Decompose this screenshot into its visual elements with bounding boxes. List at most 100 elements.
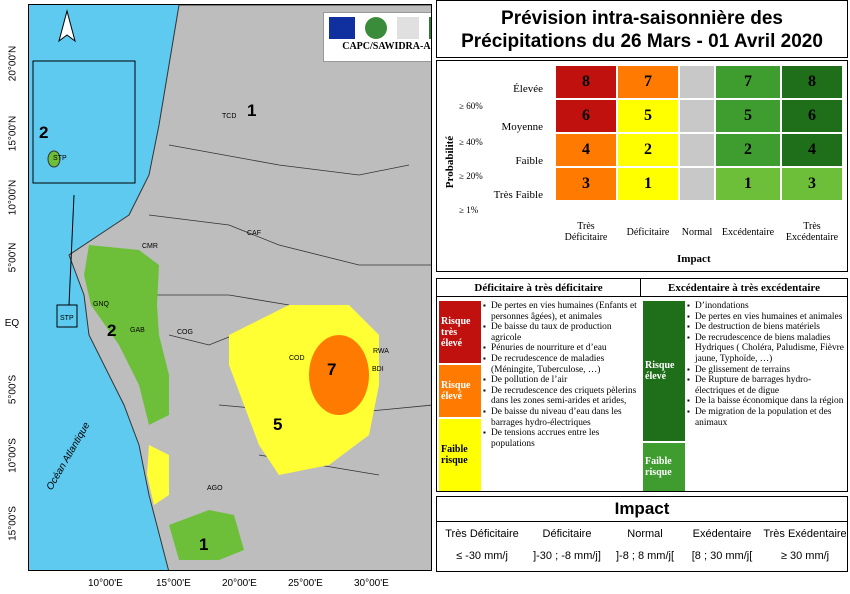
zone-label-5: 5 bbox=[273, 415, 283, 434]
lat-label-15n: 15°00'N bbox=[7, 115, 19, 152]
threshold-20: ≥ 20% bbox=[459, 171, 483, 181]
inset-pointer-line bbox=[68, 194, 75, 306]
zone-yellow-angola bbox=[147, 445, 169, 505]
right-risk-low-label: Faible risque bbox=[645, 456, 672, 478]
lat-label-eq: EQ bbox=[4, 318, 20, 329]
matrix-cell bbox=[679, 167, 715, 201]
lat-label-10s: 10°00'S bbox=[7, 438, 19, 473]
list-item: De destruction de biens matériels bbox=[687, 322, 845, 333]
threshold-60: ≥ 60% bbox=[459, 101, 483, 111]
impact-name: Très Déficitaire bbox=[445, 528, 519, 540]
inset-zone-label: 2 bbox=[39, 123, 49, 142]
zone-label-1-north: 1 bbox=[247, 101, 257, 120]
lat-label-5n: 5°00'N bbox=[7, 242, 19, 273]
label-cod: COD bbox=[289, 355, 305, 362]
risk-matrix: Probabilité Élevée Moyenne Faible Très F… bbox=[436, 60, 848, 272]
impact-range: ]-8 ; 8 mm/j[ bbox=[615, 550, 675, 562]
matrix-cell bbox=[679, 133, 715, 167]
forecast-map: CAPC/SAWIDRA-AC 2 STP TCD CMR CAF GNQ ST… bbox=[28, 4, 432, 571]
col-label-tres-excedentaire: Très Excédentaire bbox=[785, 221, 839, 243]
matrix-cell: 2 bbox=[617, 133, 679, 167]
stp-marker bbox=[56, 304, 78, 328]
matrix-cell bbox=[679, 99, 715, 133]
list-item: De baisse du taux de production agricole bbox=[483, 322, 641, 343]
logo-row bbox=[324, 13, 431, 39]
lat-label-10n: 10°00'N bbox=[7, 179, 19, 216]
matrix-cell: 4 bbox=[555, 133, 617, 167]
left-risk-high: Risque élevé bbox=[439, 365, 481, 417]
matrix-cell: 5 bbox=[715, 99, 781, 133]
list-item: De glissement de terrains bbox=[687, 365, 845, 376]
right-risk-high: Risque élevé bbox=[643, 301, 685, 441]
row-label-faible: Faible bbox=[515, 155, 544, 167]
impact-table: Impact Très Déficitaire ≤ -30 mm/j Défic… bbox=[436, 496, 848, 572]
matrix-cell: 8 bbox=[555, 65, 617, 99]
right-risk-high-label: Risque élevé bbox=[645, 360, 675, 382]
impact-name: Exédentaire bbox=[692, 528, 752, 540]
list-item: De recrudescence des criquets pèlerins d… bbox=[483, 386, 641, 407]
title-line-1: Prévision intra-saisonnière des bbox=[501, 8, 783, 29]
impact-range: ≤ -30 mm/j bbox=[456, 550, 508, 562]
row-label-elevee: Élevée bbox=[513, 83, 543, 95]
label-gab: GAB bbox=[130, 327, 145, 334]
zone-label-7: 7 bbox=[327, 360, 337, 379]
left-risk-very-high-label: Risque très élevé bbox=[441, 315, 471, 349]
impact-col-normal: Normal ]-8 ; 8 mm/j[ bbox=[607, 523, 683, 567]
impact-range: ≥ 30 mm/j bbox=[780, 550, 830, 562]
legend-left-header: Déficitaire à très déficitaire bbox=[437, 279, 641, 297]
map-svg bbox=[32, 5, 431, 570]
col-label-excedentaire: Excédentaire bbox=[721, 227, 775, 238]
impact-col-tres-deficitaire: Très Déficitaire ≤ -30 mm/j bbox=[437, 523, 527, 567]
title-line-2: Précipitations du 26 Mars - 01 Avril 202… bbox=[461, 31, 823, 52]
lon-label-25e: 25°00'E bbox=[288, 578, 323, 589]
matrix-cell: 8 bbox=[781, 65, 843, 99]
impact-col-excedentaire: Exédentaire [8 ; 30 mm/j[ bbox=[683, 523, 761, 567]
threshold-40: ≥ 40% bbox=[459, 137, 483, 147]
col-label-tres-deficitaire: Très Déficitaire bbox=[564, 221, 608, 243]
matrix-cell: 5 bbox=[617, 99, 679, 133]
lon-label-30e: 30°00'E bbox=[354, 578, 389, 589]
left-risk-list: De pertes en vies humaines (Enfants et p… bbox=[483, 301, 641, 449]
list-item: De pertes en vies humaines et animales bbox=[687, 312, 845, 323]
label-tcd: TCD bbox=[222, 113, 237, 120]
impact-range: ]-30 ; -8 mm/j] bbox=[533, 550, 601, 562]
label-bdi: BDI bbox=[372, 366, 384, 373]
africa-map-icon bbox=[397, 17, 419, 39]
matrix-cell: 4 bbox=[781, 133, 843, 167]
list-item: D’inondations bbox=[687, 301, 845, 312]
lat-label-5s: 5°00'S bbox=[7, 374, 19, 405]
lon-label-20e: 20°00'E bbox=[222, 578, 257, 589]
legend-right-header: Excédentaire à très excédentaire bbox=[641, 279, 847, 297]
list-item: De Rupture de barrages hydro-électriques… bbox=[687, 375, 845, 396]
impact-name: Normal bbox=[627, 528, 663, 540]
list-item: De migration de la population et des ani… bbox=[687, 407, 845, 428]
label-ago: AGO bbox=[207, 485, 223, 492]
forecast-title: Prévision intra-saisonnière des Précipit… bbox=[436, 0, 848, 58]
risk-legend: Déficitaire à très déficitaire Excédenta… bbox=[436, 278, 848, 492]
impact-range: [8 ; 30 mm/j[ bbox=[691, 550, 753, 562]
left-risk-very-high: Risque très élevé bbox=[439, 301, 481, 363]
impact-col-tres-excedentaire: Très Exédentaire ≥ 30 mm/j bbox=[761, 523, 849, 567]
zone-label-2: 2 bbox=[107, 321, 117, 340]
left-risk-low: Faible risque bbox=[439, 419, 481, 491]
label-cmr: CMR bbox=[142, 243, 158, 250]
lat-label-20n: 20°00'N bbox=[7, 45, 19, 82]
zone-label-1-south: 1 bbox=[199, 535, 209, 554]
lon-label-10e: 10°00'E bbox=[88, 578, 123, 589]
impact-name: Déficitaire bbox=[542, 528, 592, 540]
label-gnq: GNQ bbox=[93, 301, 109, 308]
matrix-x-axis-label: Impact bbox=[677, 253, 711, 265]
country-borders bbox=[129, 144, 431, 476]
ceeac-logo-icon bbox=[365, 17, 387, 39]
lat-label-15s: 15°00'S bbox=[7, 506, 19, 541]
matrix-cell: 1 bbox=[617, 167, 679, 201]
list-item: Pénuries de nourriture et d’eau bbox=[483, 343, 641, 354]
zone-7-orange bbox=[309, 335, 369, 415]
left-risk-high-label: Risque élevé bbox=[441, 380, 471, 402]
inset-box bbox=[32, 60, 136, 184]
logo-caption: CAPC/SAWIDRA-AC bbox=[342, 41, 432, 52]
impact-name: Très Exédentaire bbox=[763, 528, 847, 540]
partner-logos: CAPC/SAWIDRA-AC bbox=[323, 12, 432, 62]
label-caf: CAF bbox=[247, 230, 261, 237]
matrix-cell: 1 bbox=[715, 167, 781, 201]
